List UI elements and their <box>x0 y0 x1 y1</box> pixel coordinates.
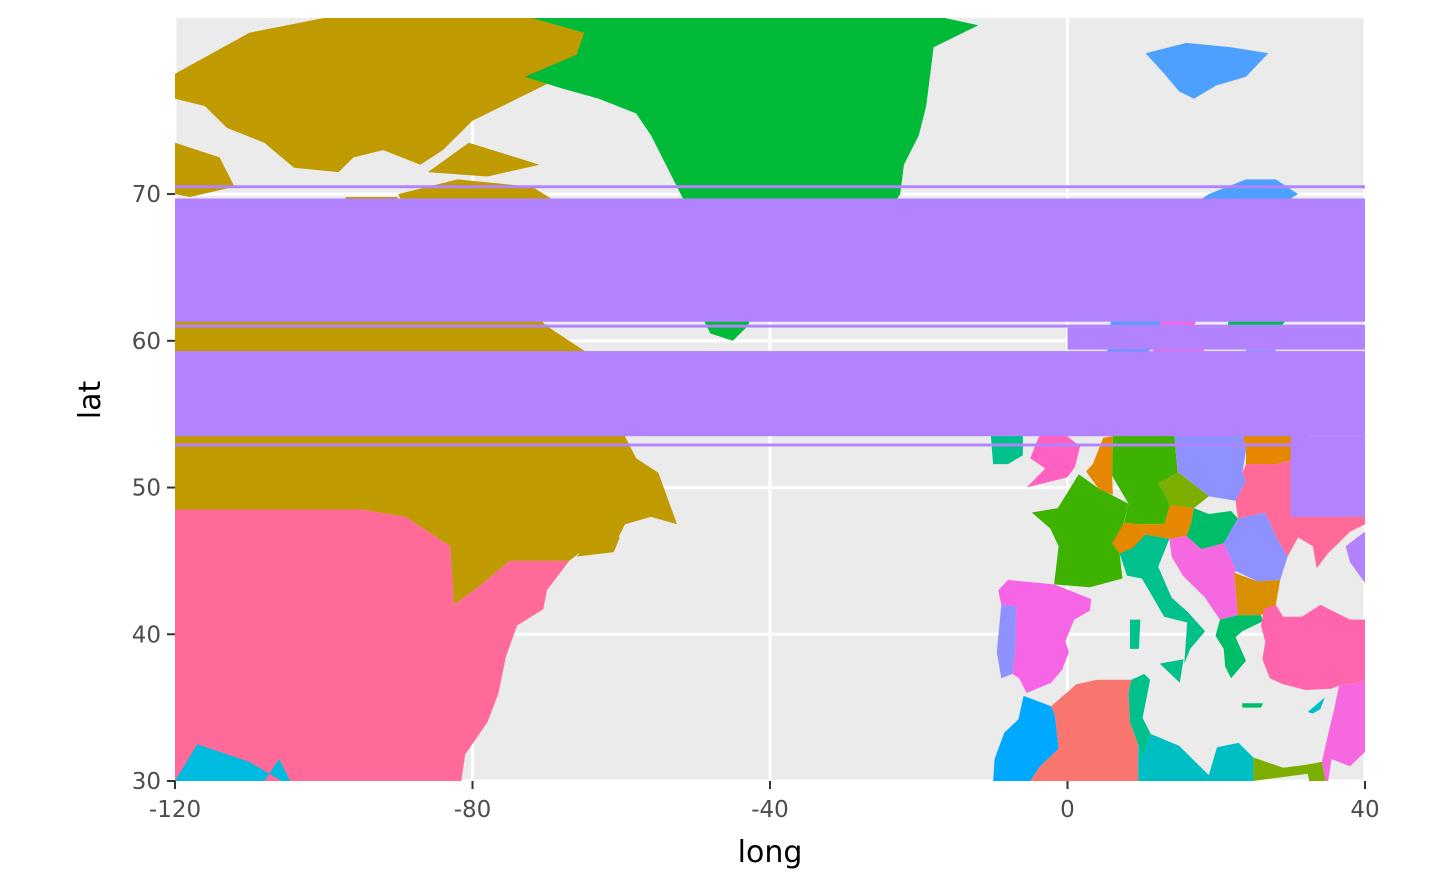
region-tunisia <box>1128 673 1151 759</box>
y-axis: 30 40 50 60 70 <box>132 182 175 795</box>
region-france <box>1031 474 1129 588</box>
region-canada <box>427 142 540 177</box>
band-russia-band-lower <box>175 351 1365 437</box>
region-greenland <box>524 18 979 341</box>
region-romania <box>1223 512 1288 582</box>
band-russia-band-thin-bottom <box>175 443 1365 447</box>
region-canada <box>175 142 235 197</box>
y-axis-title: lat <box>73 381 108 420</box>
region-norway <box>1104 179 1299 371</box>
horizontal-bands <box>175 185 1365 517</box>
region-algeria <box>1030 679 1139 781</box>
region-portugal <box>996 604 1017 679</box>
region-canada <box>576 531 620 557</box>
region-austria <box>1138 505 1194 539</box>
region-levant <box>1321 681 1365 781</box>
x-axis: -120 -80 -40 0 40 <box>149 781 1380 823</box>
x-tick-label: -120 <box>149 797 201 823</box>
region-norway <box>1145 42 1269 99</box>
region-libya <box>1138 734 1254 781</box>
region-czechia <box>1158 472 1209 509</box>
x-tick-label: 40 <box>1350 797 1379 823</box>
x-tick-label: 0 <box>1060 797 1075 823</box>
region-benelux <box>1086 436 1113 495</box>
region-russia-northwest <box>1345 531 1365 620</box>
region-poland <box>1173 417 1246 501</box>
y-tick-label: 70 <box>132 182 161 208</box>
region-cyprus <box>1307 697 1325 714</box>
region-hungary <box>1186 508 1238 550</box>
x-tick-label: -80 <box>454 797 492 823</box>
region-bulgaria <box>1234 572 1281 616</box>
band-russia-band-thin-top <box>175 185 1365 189</box>
region-morocco <box>993 695 1059 781</box>
region-italy <box>1159 659 1184 683</box>
region-greece <box>1242 703 1264 708</box>
y-tick-label: 60 <box>132 329 161 355</box>
region-united-states <box>175 509 570 781</box>
x-tick-label: -40 <box>751 797 789 823</box>
region-switzerland <box>1112 522 1146 554</box>
band-russia-band-upper <box>175 198 1365 322</box>
region-greece <box>1215 615 1264 679</box>
region-italy <box>1119 534 1206 664</box>
region-balkans <box>1169 536 1238 620</box>
region-egypt <box>1253 757 1326 781</box>
x-axis-title: long <box>738 835 803 870</box>
region-mexico <box>175 744 291 781</box>
region-spain <box>998 580 1092 693</box>
region-turkey <box>1260 604 1365 690</box>
y-tick-label: 30 <box>132 769 161 795</box>
band-russia-band-middle <box>175 324 1365 328</box>
band-russia-band-lower-right <box>1067 327 1365 350</box>
region-canada <box>175 18 611 173</box>
region-canada <box>569 484 612 504</box>
region-italy <box>1130 619 1141 649</box>
y-tick-label: 40 <box>132 622 161 648</box>
band-russia-band-right-tail <box>1290 436 1365 517</box>
y-tick-label: 50 <box>132 476 161 502</box>
